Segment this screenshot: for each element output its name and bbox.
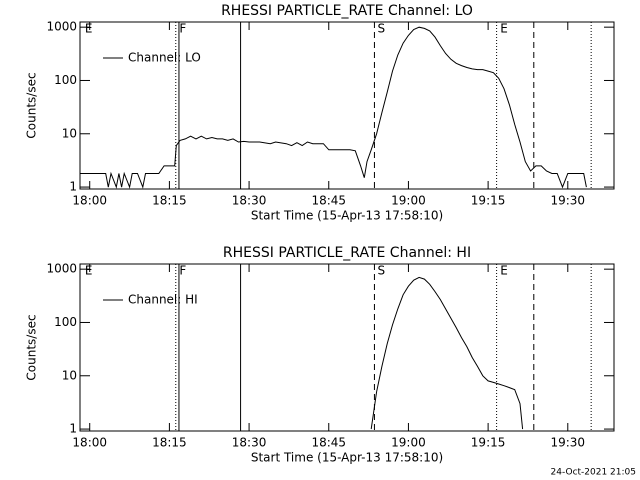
y-axis-label: Counts/sec bbox=[25, 72, 39, 138]
y-tick-label: 10 bbox=[62, 368, 77, 382]
chart-title: RHESSI PARTICLE_RATE Channel: LO bbox=[221, 3, 473, 19]
x-tick-label: 19:00 bbox=[391, 194, 426, 208]
plot-frame bbox=[79, 21, 615, 190]
event-flag: F bbox=[179, 264, 186, 278]
plot-frame bbox=[79, 263, 615, 432]
x-tick-label: 18:30 bbox=[232, 194, 267, 208]
y-axis-label: Counts/sec bbox=[25, 314, 39, 380]
x-tick-label: 19:15 bbox=[471, 436, 506, 450]
x-tick-label: 19:15 bbox=[471, 194, 506, 208]
y-tick-label: 10 bbox=[62, 126, 77, 140]
event-flag: E bbox=[85, 22, 93, 36]
x-tick-label: 18:45 bbox=[311, 436, 346, 450]
footer-timestamp: 24-Oct-2021 21:05 bbox=[551, 468, 636, 478]
x-tick-label: 19:30 bbox=[550, 194, 585, 208]
event-flag: S bbox=[377, 264, 385, 278]
y-tick-label: 100 bbox=[54, 315, 77, 329]
x-tick-label: 19:30 bbox=[550, 436, 585, 450]
x-tick-label: 18:15 bbox=[152, 436, 187, 450]
legend-label: Channel: HI bbox=[128, 293, 198, 307]
x-tick-label: 19:00 bbox=[391, 436, 426, 450]
legend-label: Channel: LO bbox=[128, 51, 201, 65]
x-tick-label: 18:45 bbox=[311, 194, 346, 208]
data-line bbox=[370, 276, 524, 430]
chart-title: RHESSI PARTICLE_RATE Channel: HI bbox=[223, 245, 471, 261]
x-axis-label: Start Time (15-Apr-13 17:58:10) bbox=[251, 451, 443, 465]
y-tick-label: 1000 bbox=[46, 262, 77, 276]
y-tick-label: 100 bbox=[54, 73, 77, 87]
event-flag: E bbox=[500, 22, 508, 36]
event-flag: E bbox=[500, 264, 508, 278]
y-tick-label: 1 bbox=[69, 180, 77, 194]
y-tick-label: 1000 bbox=[46, 20, 77, 34]
event-flag: F bbox=[179, 22, 186, 36]
x-tick-label: 18:30 bbox=[232, 436, 267, 450]
x-axis-label: Start Time (15-Apr-13 17:58:10) bbox=[251, 209, 443, 223]
y-tick-label: 1 bbox=[69, 422, 77, 436]
event-flag: E bbox=[85, 264, 93, 278]
data-line bbox=[80, 26, 587, 189]
event-flag: S bbox=[377, 22, 385, 36]
x-tick-label: 18:00 bbox=[72, 194, 107, 208]
x-tick-label: 18:15 bbox=[152, 194, 187, 208]
x-tick-label: 18:00 bbox=[72, 436, 107, 450]
